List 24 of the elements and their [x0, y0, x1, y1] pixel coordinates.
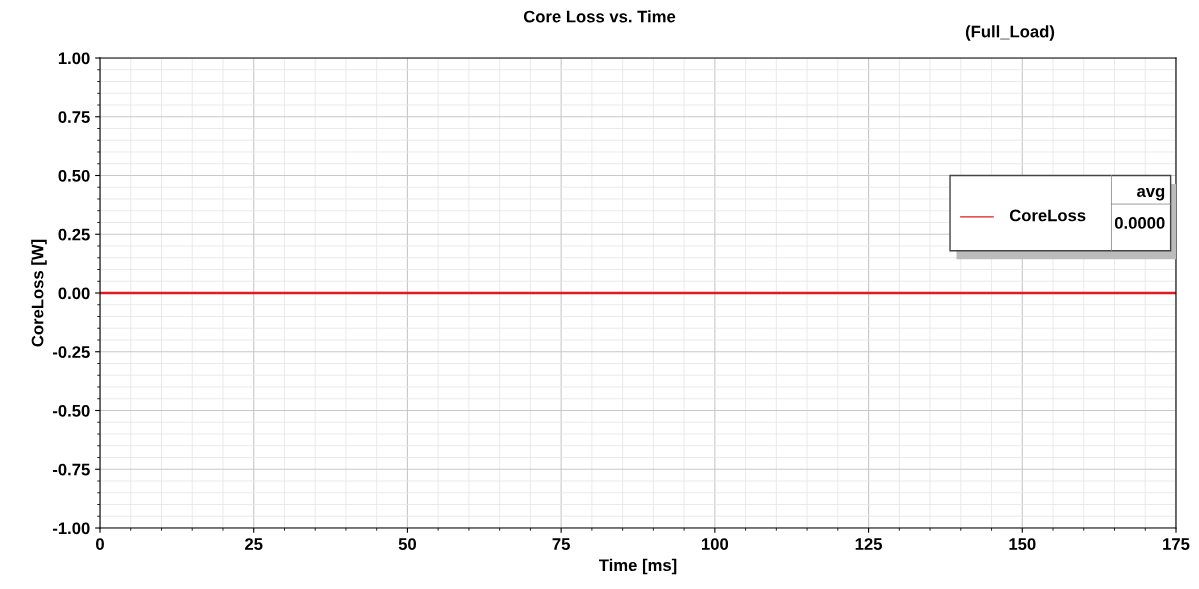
annotation: 0.0000: [1114, 217, 1165, 229]
annotation: avg: [1137, 187, 1165, 201]
x-tick-label: 125: [855, 538, 883, 550]
y-tick-label: 0.00: [58, 287, 90, 300]
y-tick-label: -0.25: [52, 346, 90, 358]
x-tick-label: 50: [398, 538, 417, 550]
chart-title: Core Loss vs. Time: [523, 10, 676, 23]
y-tick-label: 0.50: [58, 169, 90, 182]
y-tick-label: 0.25: [58, 228, 90, 241]
x-tick-label: 75: [552, 538, 570, 550]
y-tick-label: -1.00: [52, 522, 90, 535]
x-tick-label: 0: [96, 538, 104, 550]
x-axis-title: Time [ms]: [598, 558, 677, 575]
y-tick-label: 1.00: [58, 52, 90, 65]
x-tick-label: 25: [245, 538, 263, 550]
x-tick-label: 100: [702, 538, 729, 550]
x-tick-label: 150: [1009, 538, 1036, 550]
y-axis-title: CoreLoss [W]: [31, 239, 47, 347]
y-tick-label: -0.75: [52, 463, 90, 476]
x-tick-label: 175: [1163, 538, 1190, 550]
y-tick-label: -0.50: [52, 404, 90, 417]
legend-label: CoreLoss: [1009, 209, 1086, 222]
chart-subtitle: (Full_Load): [965, 25, 1055, 41]
y-tick-label: 0.75: [58, 111, 90, 123]
